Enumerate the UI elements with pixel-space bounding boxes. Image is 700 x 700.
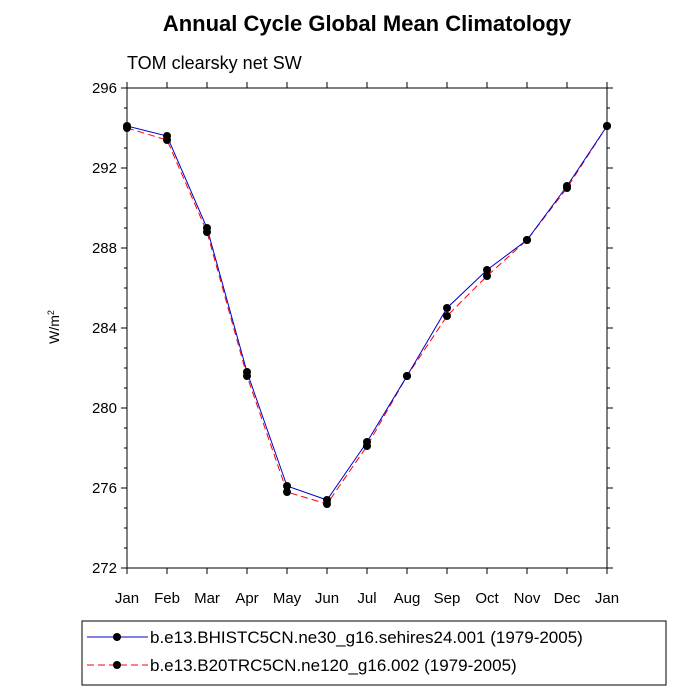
plot-frame: [126, 87, 608, 569]
x-tick-label: Apr: [235, 590, 258, 607]
series-lines: [123, 122, 611, 508]
x-tick-label: Mar: [194, 590, 220, 607]
series-2-point: [283, 488, 291, 496]
series-1-point: [283, 482, 291, 490]
x-tick-label: Nov: [514, 590, 541, 607]
chart-title: Annual Cycle Global Mean Climatology: [163, 11, 572, 36]
x-tick-label: Jan: [115, 590, 139, 607]
legend-marker-2: [113, 661, 121, 669]
y-tick-label: 284: [92, 320, 117, 337]
series-1-point: [603, 122, 611, 130]
x-axis-ticks: Jan Feb Mar Apr May Jun Jul Aug Sep Oct Nov Dec Jan: [115, 82, 619, 607]
series-1-point: [563, 182, 571, 190]
legend-box: [81, 620, 667, 686]
legend-label-2: b.e13.B20TRC5CN.ne120_g16.002 (1979-2005…: [150, 656, 517, 675]
series-1-point: [163, 132, 171, 140]
y-tick-label: 280: [92, 400, 117, 417]
series-1-point: [363, 438, 371, 446]
y-tick-label: 276: [92, 480, 117, 497]
x-tick-label: May: [273, 590, 302, 607]
legend-label-1: b.e13.BHISTC5CN.ne30_g16.sehires24.001 (…: [150, 628, 583, 647]
x-tick-label: Jun: [315, 590, 339, 607]
x-tick-label: Aug: [394, 590, 421, 607]
series-1-point: [523, 236, 531, 244]
series-2-point: [483, 272, 491, 280]
series-1-point: [203, 224, 211, 232]
x-tick-label: Sep: [434, 590, 461, 607]
series-1-point: [243, 368, 251, 376]
y-tick-label: 296: [92, 80, 117, 97]
y-tick-label: 288: [92, 240, 117, 257]
y-axis-ticks: 272 276 280 284 288 292 296: [92, 80, 613, 577]
x-tick-label: Jan: [595, 590, 619, 607]
legend: b.e13.BHISTC5CN.ne30_g16.sehires24.001 (…: [87, 628, 583, 675]
series-1-point: [123, 122, 131, 130]
x-tick-label: Dec: [554, 590, 581, 607]
legend-marker-1: [113, 633, 121, 641]
x-tick-label: Oct: [475, 590, 499, 607]
x-tick-label: Feb: [154, 590, 180, 607]
series-1-point: [323, 496, 331, 504]
series-1-point: [443, 304, 451, 312]
series-2-point: [443, 312, 451, 320]
series-1-point: [483, 266, 491, 274]
series-1-point: [403, 372, 411, 380]
x-tick-label: Jul: [357, 590, 376, 607]
chart-subtitle: TOM clearsky net SW: [127, 53, 302, 73]
y-tick-label: 272: [92, 560, 117, 577]
y-tick-label: 292: [92, 160, 117, 177]
y-axis-label: W/m2: [46, 310, 62, 344]
